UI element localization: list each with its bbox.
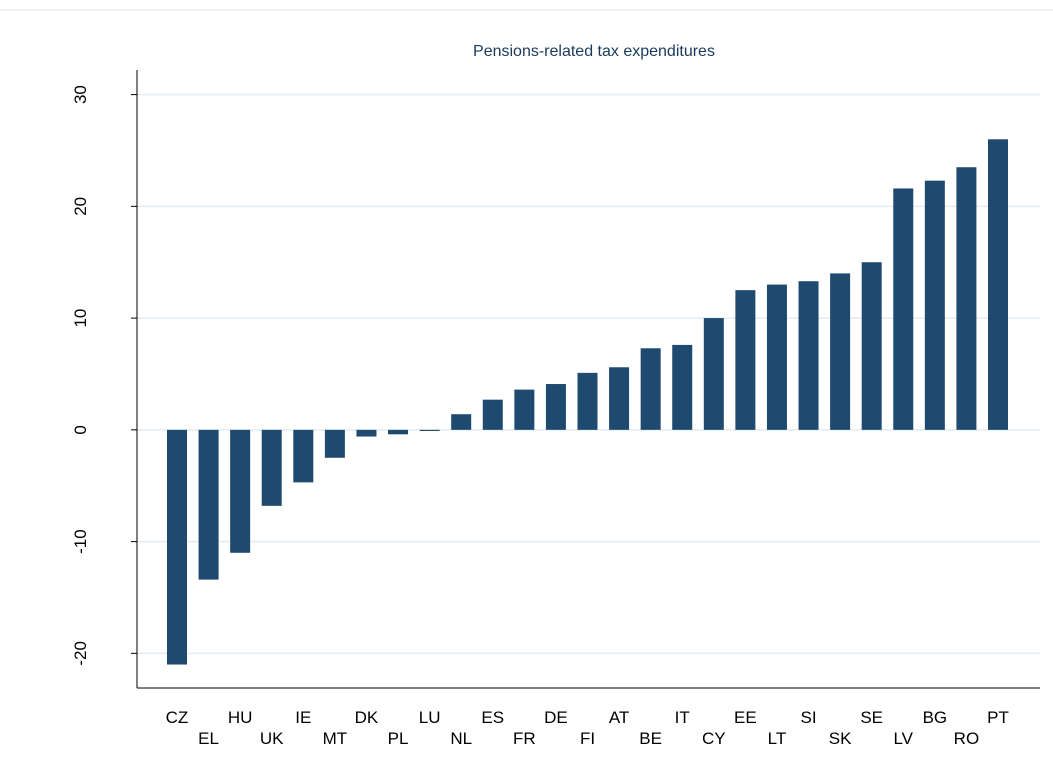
x-tick-label: IE [295, 708, 311, 727]
bar [167, 429, 187, 665]
bar [672, 344, 693, 430]
y-tick-label: -10 [71, 529, 90, 554]
bar [640, 348, 661, 430]
x-tick-label: EL [198, 729, 219, 748]
x-tick-label: LT [768, 729, 787, 748]
bar [230, 429, 251, 553]
bar [703, 318, 724, 430]
x-tick-label: EE [734, 708, 757, 727]
bar [482, 399, 503, 430]
bar [293, 429, 314, 483]
bar [419, 429, 440, 431]
x-tick-label: CZ [166, 708, 189, 727]
x-tick-label: BE [639, 729, 662, 748]
x-tick-label: PT [987, 708, 1009, 727]
x-tick-label: BG [923, 708, 948, 727]
bar [324, 429, 345, 458]
x-tick-label: FR [513, 729, 536, 748]
bar [798, 281, 819, 430]
chart-title: Pensions-related tax expenditures [473, 43, 715, 60]
bar [577, 372, 598, 430]
bar [766, 284, 787, 430]
bar [514, 389, 535, 430]
x-tick-label: ES [481, 708, 504, 727]
y-tick-label: 20 [71, 197, 90, 216]
bar [893, 188, 914, 430]
bar [261, 429, 282, 506]
bar [956, 167, 977, 430]
bar [388, 429, 409, 435]
x-tick-label: FI [580, 729, 595, 748]
x-tick-label: LU [419, 708, 441, 727]
bar [988, 139, 1008, 430]
x-tick-label: UK [260, 729, 284, 748]
x-tick-label: HU [228, 708, 253, 727]
bar [198, 429, 219, 580]
y-tick-label: 0 [71, 425, 90, 434]
bar [830, 273, 851, 430]
x-tick-label: CY [702, 729, 726, 748]
x-tick-label: SI [801, 708, 817, 727]
y-tick-label: -20 [71, 641, 90, 666]
x-tick-label: DE [544, 708, 568, 727]
x-tick-label: SE [860, 708, 883, 727]
y-tick-label: 10 [71, 309, 90, 328]
bar [356, 429, 377, 437]
bar [861, 262, 882, 430]
bar [735, 290, 756, 430]
x-tick-label: AT [609, 708, 629, 727]
bar [451, 414, 472, 430]
x-tick-label: DK [355, 708, 379, 727]
x-tick-label: PL [388, 729, 409, 748]
x-tick-label: IT [675, 708, 690, 727]
bar [924, 180, 945, 430]
bar [545, 384, 566, 430]
x-tick-label: RO [954, 729, 980, 748]
x-tick-label: SK [829, 729, 852, 748]
y-tick-label: 30 [71, 85, 90, 104]
x-tick-label: NL [450, 729, 472, 748]
bar [609, 367, 630, 430]
x-tick-label: LV [893, 729, 913, 748]
x-tick-label: MT [323, 729, 348, 748]
